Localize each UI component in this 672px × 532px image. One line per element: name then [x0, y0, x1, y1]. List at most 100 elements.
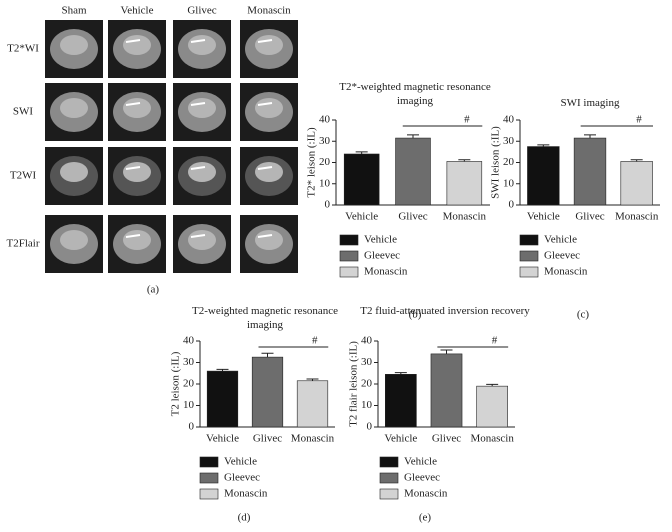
y-tick-label: 20 — [361, 378, 373, 390]
title-box: T2-weighted magnetic resonance imaging — [192, 305, 338, 331]
bar — [476, 385, 508, 428]
y-axis-label: T2 flair leison (:IL) — [348, 341, 360, 427]
error-bar — [407, 134, 419, 139]
column-label: Monascin — [247, 5, 291, 17]
mri-core — [60, 162, 88, 182]
legend-label: Vehicle — [404, 456, 437, 468]
y-tick-label: 10 — [183, 399, 195, 411]
legend-swatch — [339, 250, 359, 262]
mri-core — [255, 162, 283, 182]
legend-label: Gleevec — [364, 250, 400, 262]
mri-core — [188, 98, 216, 118]
legend-swatch — [199, 472, 219, 484]
chart-title: T2-weighted magnetic resonance imaging — [192, 305, 338, 331]
legend-swatch — [519, 250, 539, 262]
bar — [251, 356, 284, 428]
title-box: SWI imaging — [561, 97, 620, 109]
legend-swatch — [379, 488, 399, 500]
column-label: Sham — [61, 5, 87, 17]
y-axis-label: SWI leison (:IL) — [490, 126, 502, 199]
bar — [296, 380, 329, 428]
y-tick-label: 20 — [503, 156, 515, 168]
annotation: # — [464, 114, 470, 126]
row-label: SWI — [13, 106, 34, 118]
error-bar — [458, 159, 471, 162]
mri-core — [188, 162, 216, 182]
panel-label: (a) — [147, 284, 160, 296]
title-box: T2*-weighted magnetic resonance imaging — [339, 81, 491, 107]
legend-label: Gleevec — [544, 250, 580, 262]
legend-label: Vehicle — [224, 456, 257, 468]
mri-core — [188, 35, 216, 55]
error-bar — [355, 151, 368, 154]
mri-core — [255, 98, 283, 118]
x-tick-label: Monascin — [443, 211, 487, 223]
mri-core — [123, 35, 151, 55]
legend-label: Monascin — [224, 488, 268, 500]
bar — [527, 146, 560, 206]
mri-core — [123, 162, 151, 182]
bar — [620, 161, 653, 206]
arrow — [257, 102, 273, 106]
bar — [430, 353, 463, 428]
mri-core — [60, 98, 88, 118]
y-axis-label: T2 leison (:IL) — [170, 351, 182, 416]
panel-label: (b) — [409, 309, 422, 321]
arrow — [257, 39, 273, 43]
x-tick-label: Glivec — [575, 211, 604, 223]
mri-core — [255, 230, 283, 250]
y-tick-label: 20 — [183, 378, 195, 390]
legend-swatch — [339, 266, 359, 278]
legend-label: Monascin — [364, 266, 408, 278]
arrow — [257, 234, 273, 238]
error-bar — [261, 352, 274, 358]
legend-label: Gleevec — [404, 472, 440, 484]
y-tick-label: 40 — [503, 114, 515, 126]
annotation: # — [312, 335, 318, 347]
legend-label: Monascin — [404, 488, 448, 500]
bar — [343, 153, 380, 206]
mri-core — [188, 230, 216, 250]
x-tick-label: Glivec — [432, 433, 461, 445]
y-tick-label: 20 — [319, 156, 331, 168]
row-label: T2WI — [10, 170, 37, 182]
y-tick-label: 40 — [361, 335, 373, 347]
error-bar — [486, 383, 499, 387]
x-tick-label: Vehicle — [384, 433, 417, 445]
arrow — [125, 234, 141, 238]
annotation: # — [636, 114, 642, 126]
y-tick-label: 10 — [361, 399, 373, 411]
error-bar — [306, 378, 319, 381]
y-tick-label: 40 — [319, 114, 331, 126]
y-tick-label: 0 — [189, 421, 195, 433]
error-bar — [630, 159, 643, 162]
error-bar — [394, 372, 407, 375]
y-tick-label: 30 — [319, 135, 331, 147]
column-label: Vehicle — [121, 5, 154, 17]
bar — [573, 137, 607, 206]
legend-label: Gleevec — [224, 472, 260, 484]
y-tick-label: 30 — [503, 135, 515, 147]
error-bar — [440, 349, 453, 354]
legend-swatch — [199, 456, 219, 468]
arrow — [190, 102, 206, 106]
bar — [395, 137, 431, 206]
arrow — [257, 166, 273, 170]
x-tick-label: Monascin — [291, 433, 335, 445]
arrow — [125, 102, 141, 106]
mri-core — [60, 35, 88, 55]
panel-label: (c) — [577, 309, 590, 321]
x-tick-label: Glivec — [253, 433, 282, 445]
arrow — [190, 166, 206, 170]
arrow — [125, 166, 141, 170]
chart-title: T2 fluid-attenuated inversion recovery — [360, 305, 530, 317]
panel-label: (d) — [238, 512, 251, 524]
arrow — [190, 234, 206, 238]
legend-swatch — [379, 472, 399, 484]
mri-core — [60, 230, 88, 250]
error-bar — [537, 144, 550, 147]
legend-swatch — [519, 266, 539, 278]
column-label: Glivec — [187, 5, 216, 17]
error-bar — [584, 134, 596, 139]
